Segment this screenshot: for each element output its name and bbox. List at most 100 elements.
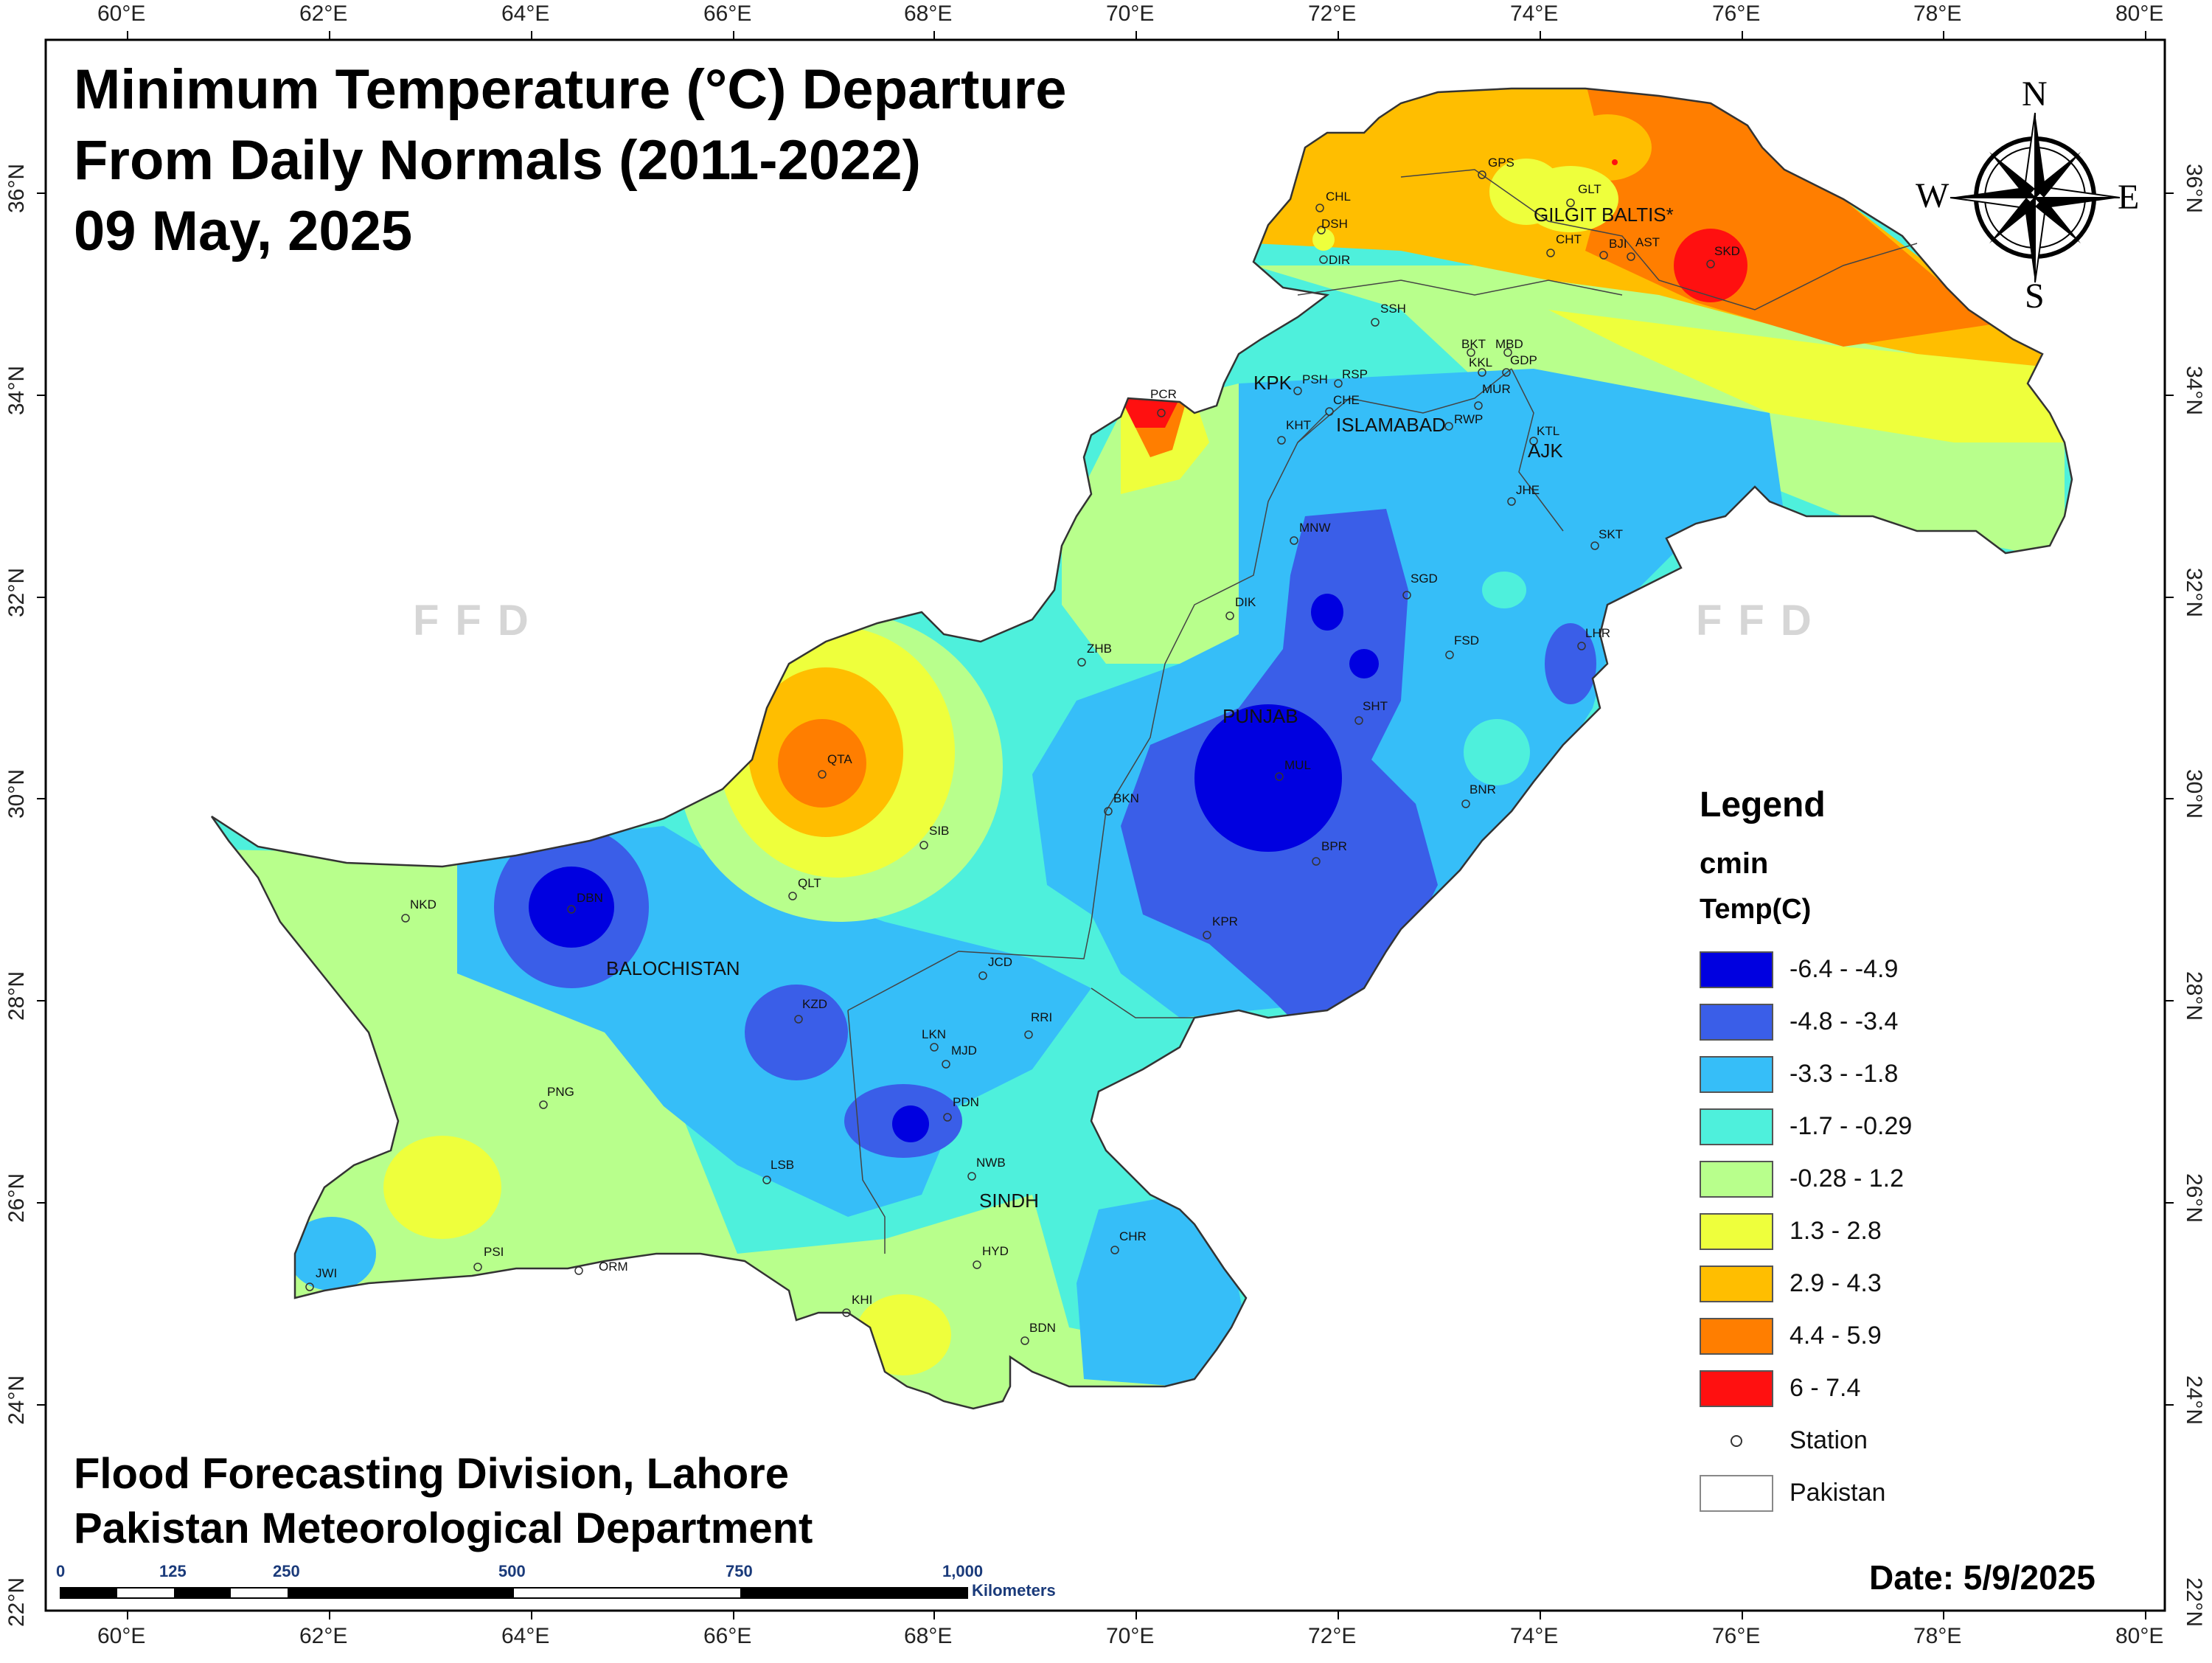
station-label: KHI — [852, 1293, 872, 1307]
station-label: DBN — [577, 891, 603, 905]
station-label: NWB — [976, 1156, 1006, 1170]
north-arrow — [1950, 112, 2121, 283]
legend-label: 4.4 - 5.9 — [1790, 1322, 1882, 1350]
station-label: DIK — [1235, 595, 1256, 609]
station-label: GDP — [1510, 353, 1537, 367]
legend-item: -0.28 - 1.2 — [1700, 1153, 1994, 1205]
station-label: RWP — [1454, 412, 1483, 426]
longitude-tick-label: 62°E — [299, 1624, 348, 1648]
region-labels: GILGIT BALTIS* KPK ISLAMABAD AJK PUNJAB … — [606, 204, 1674, 1212]
station-label: BDN — [1029, 1321, 1056, 1335]
scale-label: 0 — [56, 1562, 66, 1580]
latitude-tick-label: 22°N — [4, 1577, 29, 1628]
station-label: HYD — [982, 1244, 1009, 1258]
latitude-tick-label: 26°N — [2182, 1173, 2206, 1223]
longitude-tick-label: 78°E — [1913, 1, 1962, 26]
scale-bar — [60, 1587, 968, 1599]
legend-label: 6 - 7.4 — [1790, 1374, 1861, 1402]
station-label: RSP — [1342, 367, 1368, 381]
station-labels: GPS GLT CHL DSH DIR CHT BJI AST SKD SSH … — [316, 156, 1740, 1335]
legend-swatch — [1700, 1108, 1773, 1145]
legend-label: -0.28 - 1.2 — [1790, 1164, 1904, 1192]
station-label: MBD — [1495, 337, 1523, 351]
latitude-tick-label: 28°N — [4, 971, 29, 1021]
station-label: ORM — [599, 1260, 628, 1274]
station-label: JHE — [1516, 483, 1540, 497]
credit-line-2: Pakistan Meteorological Department — [74, 1504, 813, 1552]
watermark: FFD — [413, 597, 545, 645]
legend-item: Station — [1700, 1414, 1994, 1467]
station-label: SKD — [1714, 244, 1740, 258]
latitude-tick-label: 34°N — [4, 366, 29, 416]
longitude-tick-label: 74°E — [1510, 1, 1559, 26]
legend-label: -4.8 - -3.4 — [1790, 1007, 1899, 1035]
longitude-tick-label: 72°E — [1308, 1624, 1357, 1648]
longitude-tick-label: 62°E — [299, 1, 348, 26]
station-label: LKN — [922, 1027, 946, 1041]
watermark: FFD — [1696, 597, 1828, 645]
station-label: BKT — [1461, 337, 1486, 351]
legend-label: -1.7 - -0.29 — [1790, 1112, 1913, 1140]
legend-item: -4.8 - -3.4 — [1700, 996, 1994, 1048]
station-label: KPR — [1212, 914, 1238, 928]
station-label: SSH — [1380, 302, 1406, 316]
station-label: CHR — [1119, 1229, 1147, 1243]
compass-north-label: N — [2022, 74, 2048, 114]
legend-label: 2.9 - 4.3 — [1790, 1269, 1882, 1297]
station-label: KHT — [1286, 418, 1311, 432]
station-label: NKD — [410, 898, 437, 912]
latitude-tick-label: 36°N — [4, 164, 29, 214]
station-label: ZHB — [1087, 642, 1112, 656]
legend-swatch — [1700, 1212, 1773, 1250]
latitude-tick-label: 30°N — [4, 769, 29, 819]
legend-item: -3.3 - -1.8 — [1700, 1048, 1994, 1100]
longitude-tick-label: 68°E — [904, 1624, 953, 1648]
longitude-tick-label: 72°E — [1308, 1, 1357, 26]
legend-item: -6.4 - -4.9 — [1700, 943, 1994, 996]
station-label: RRI — [1031, 1010, 1052, 1024]
longitude-tick-label: 64°E — [501, 1, 550, 26]
legend-item: 6 - 7.4 — [1700, 1362, 1994, 1414]
station-label: PSH — [1302, 372, 1328, 386]
longitude-tick-label: 76°E — [1712, 1, 1761, 26]
longitude-tick-label: 76°E — [1712, 1624, 1761, 1648]
longitude-tick-label: 74°E — [1510, 1624, 1559, 1648]
region-label-gilgit-baltistan: GILGIT BALTIS* — [1534, 204, 1674, 226]
map-title: Minimum Temperature (°C) Departure From … — [74, 55, 1067, 267]
longitude-tick-label: 80°E — [2115, 1, 2164, 26]
legend-label: 1.3 - 2.8 — [1790, 1217, 1882, 1245]
legend-swatch — [1700, 951, 1773, 988]
station-label: DSH — [1321, 217, 1348, 231]
region-label-kpk: KPK — [1253, 372, 1293, 394]
latitude-tick-label: 22°N — [2182, 1577, 2206, 1628]
longitude-tick-label: 68°E — [904, 1, 953, 26]
latitude-tick-label: 24°N — [4, 1375, 29, 1426]
station-label: BKN — [1113, 791, 1139, 805]
station-symbol-icon — [1731, 1434, 1742, 1447]
station-label: KKL — [1469, 355, 1492, 369]
credits: Flood Forecasting Division, Lahore Pakis… — [74, 1447, 813, 1556]
longitude-tick-label: 60°E — [97, 1, 146, 26]
station-label: QTA — [827, 752, 852, 766]
legend-item: Pakistan — [1700, 1467, 1994, 1519]
title-line-1: Minimum Temperature (°C) Departure — [74, 58, 1067, 121]
station-label: MUL — [1284, 758, 1311, 772]
station-label: MUR — [1482, 382, 1511, 396]
map-neatline — [44, 38, 2166, 1612]
station-label: CHT — [1556, 232, 1582, 246]
station-label: AST — [1635, 235, 1660, 249]
station-label: BJI — [1609, 237, 1627, 251]
latitude-tick-label: 24°N — [2182, 1375, 2206, 1426]
station-label: CHL — [1326, 190, 1351, 204]
latitude-tick-label: 26°N — [4, 1173, 29, 1223]
latitude-tick-label: 32°N — [4, 568, 29, 618]
station-label: JWI — [316, 1266, 337, 1280]
station-label: DIR — [1329, 253, 1350, 267]
station-label: KTL — [1537, 424, 1559, 438]
station-label: PSI — [484, 1245, 504, 1259]
station-label: LHR — [1585, 626, 1610, 640]
region-label-ajk: AJK — [1528, 440, 1563, 462]
stations-layer — [305, 170, 1715, 1345]
scale-label: 125 — [159, 1562, 187, 1580]
longitude-tick-label: 80°E — [2115, 1624, 2164, 1648]
